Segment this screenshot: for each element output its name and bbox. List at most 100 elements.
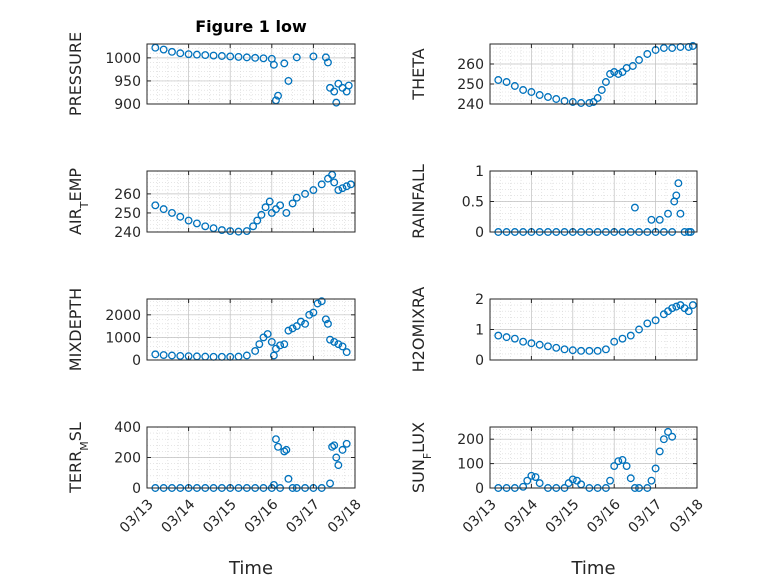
y-tick-label: 0 [475,225,484,241]
data-point [272,435,280,444]
data-point [292,53,301,62]
data-point [288,199,297,208]
y-axis-label: SUNFLUX [409,422,434,493]
data-point [647,215,656,224]
data-point [527,471,536,480]
y-tick-label: 260 [457,57,484,73]
data-point [317,297,326,306]
data-point [618,334,627,343]
data-point [527,88,536,96]
axes-box [489,426,698,489]
data-point [544,93,552,101]
x-tick-label: 03/17 [626,496,666,536]
y-tick-label: 1000 [105,330,141,346]
y-tick-label: 2000 [105,308,141,324]
data-point [552,343,561,352]
data-point [259,54,268,63]
data-point [201,51,210,60]
data-point [321,315,330,324]
data-point [269,60,278,69]
y-tick-label: 240 [457,97,484,113]
data-point [184,216,193,225]
data-point [614,457,623,466]
data-point [635,325,643,334]
y-tick-label: 250 [457,77,484,93]
data-point [635,56,643,64]
data-point [659,435,668,444]
x-tick-label: 03/14 [501,496,541,536]
data-point [651,464,660,473]
data-point [593,94,602,102]
data-point [502,78,511,86]
data-point [606,476,615,485]
data-point [253,216,262,225]
data-point [577,99,586,107]
subplot-1: 900 950 1000 PRESSURE Figure 1 low [66,17,356,116]
data-point [672,302,681,311]
data-point [618,68,627,76]
data-point [334,186,343,195]
data-point [276,341,285,350]
data-point [676,209,685,218]
data-point [168,351,176,360]
data-point [201,222,210,231]
subplot-8: 0 100 200 03/13 03/14 03/15 03/16 03/17 03/18 Tim… [409,422,707,579]
axes-box [146,298,356,361]
data-point [494,331,503,340]
data-point [255,340,264,349]
chart-title: Figure 1 low [195,17,307,36]
data-point [317,180,326,189]
x-tick-label: 03/17 [283,496,323,536]
data-point [292,322,301,331]
data-point [151,201,160,210]
data-point [280,447,289,456]
y-axis-label: H2OMIXRA [409,287,428,373]
data-point [684,307,693,316]
data-point [226,52,235,61]
data-point [234,52,243,61]
data-point [664,209,672,218]
data-point [301,319,310,328]
data-point [276,201,285,210]
data-point [284,474,293,483]
data-point [585,99,594,107]
data-point [334,79,343,88]
data-point [274,442,282,451]
data-point [284,326,293,335]
data-point [568,98,577,106]
axes-box [146,170,356,233]
data-point [519,337,528,346]
data-point [326,479,334,488]
data-point [242,53,251,62]
data-point [560,345,569,354]
data-point [176,351,185,360]
data-point [263,330,272,338]
data-point [332,453,341,462]
data-point [176,49,185,58]
data-point [601,345,610,354]
data-point [568,475,577,484]
data-point [334,340,343,349]
data-point [519,86,528,94]
data-point [242,227,251,235]
subplot-7: 0 200 400 03/13 03/14 03/15 03/16 03/17 03/18 Tim… [66,420,365,579]
data-point [334,461,343,470]
data-point [242,351,251,360]
data-point [192,50,201,59]
data-point [288,324,297,333]
data-point [313,299,322,308]
y-tick-label: 2 [475,292,484,308]
data-point [688,301,697,310]
y-tick-label: 200 [114,451,141,467]
data-point [328,442,337,451]
data-point [342,348,351,357]
data-point [217,226,226,235]
y-axis-label: MIXDEPTH [66,288,85,371]
data-point [330,178,339,187]
y-tick-label: 0 [132,353,141,369]
data-point [168,208,176,217]
data-point [251,53,260,62]
y-axis-label: PRESSURE [66,32,85,116]
subplot-4: 0 0.5 1 RAINFALL [409,164,698,241]
x-tick-label: 03/18 [325,496,365,536]
